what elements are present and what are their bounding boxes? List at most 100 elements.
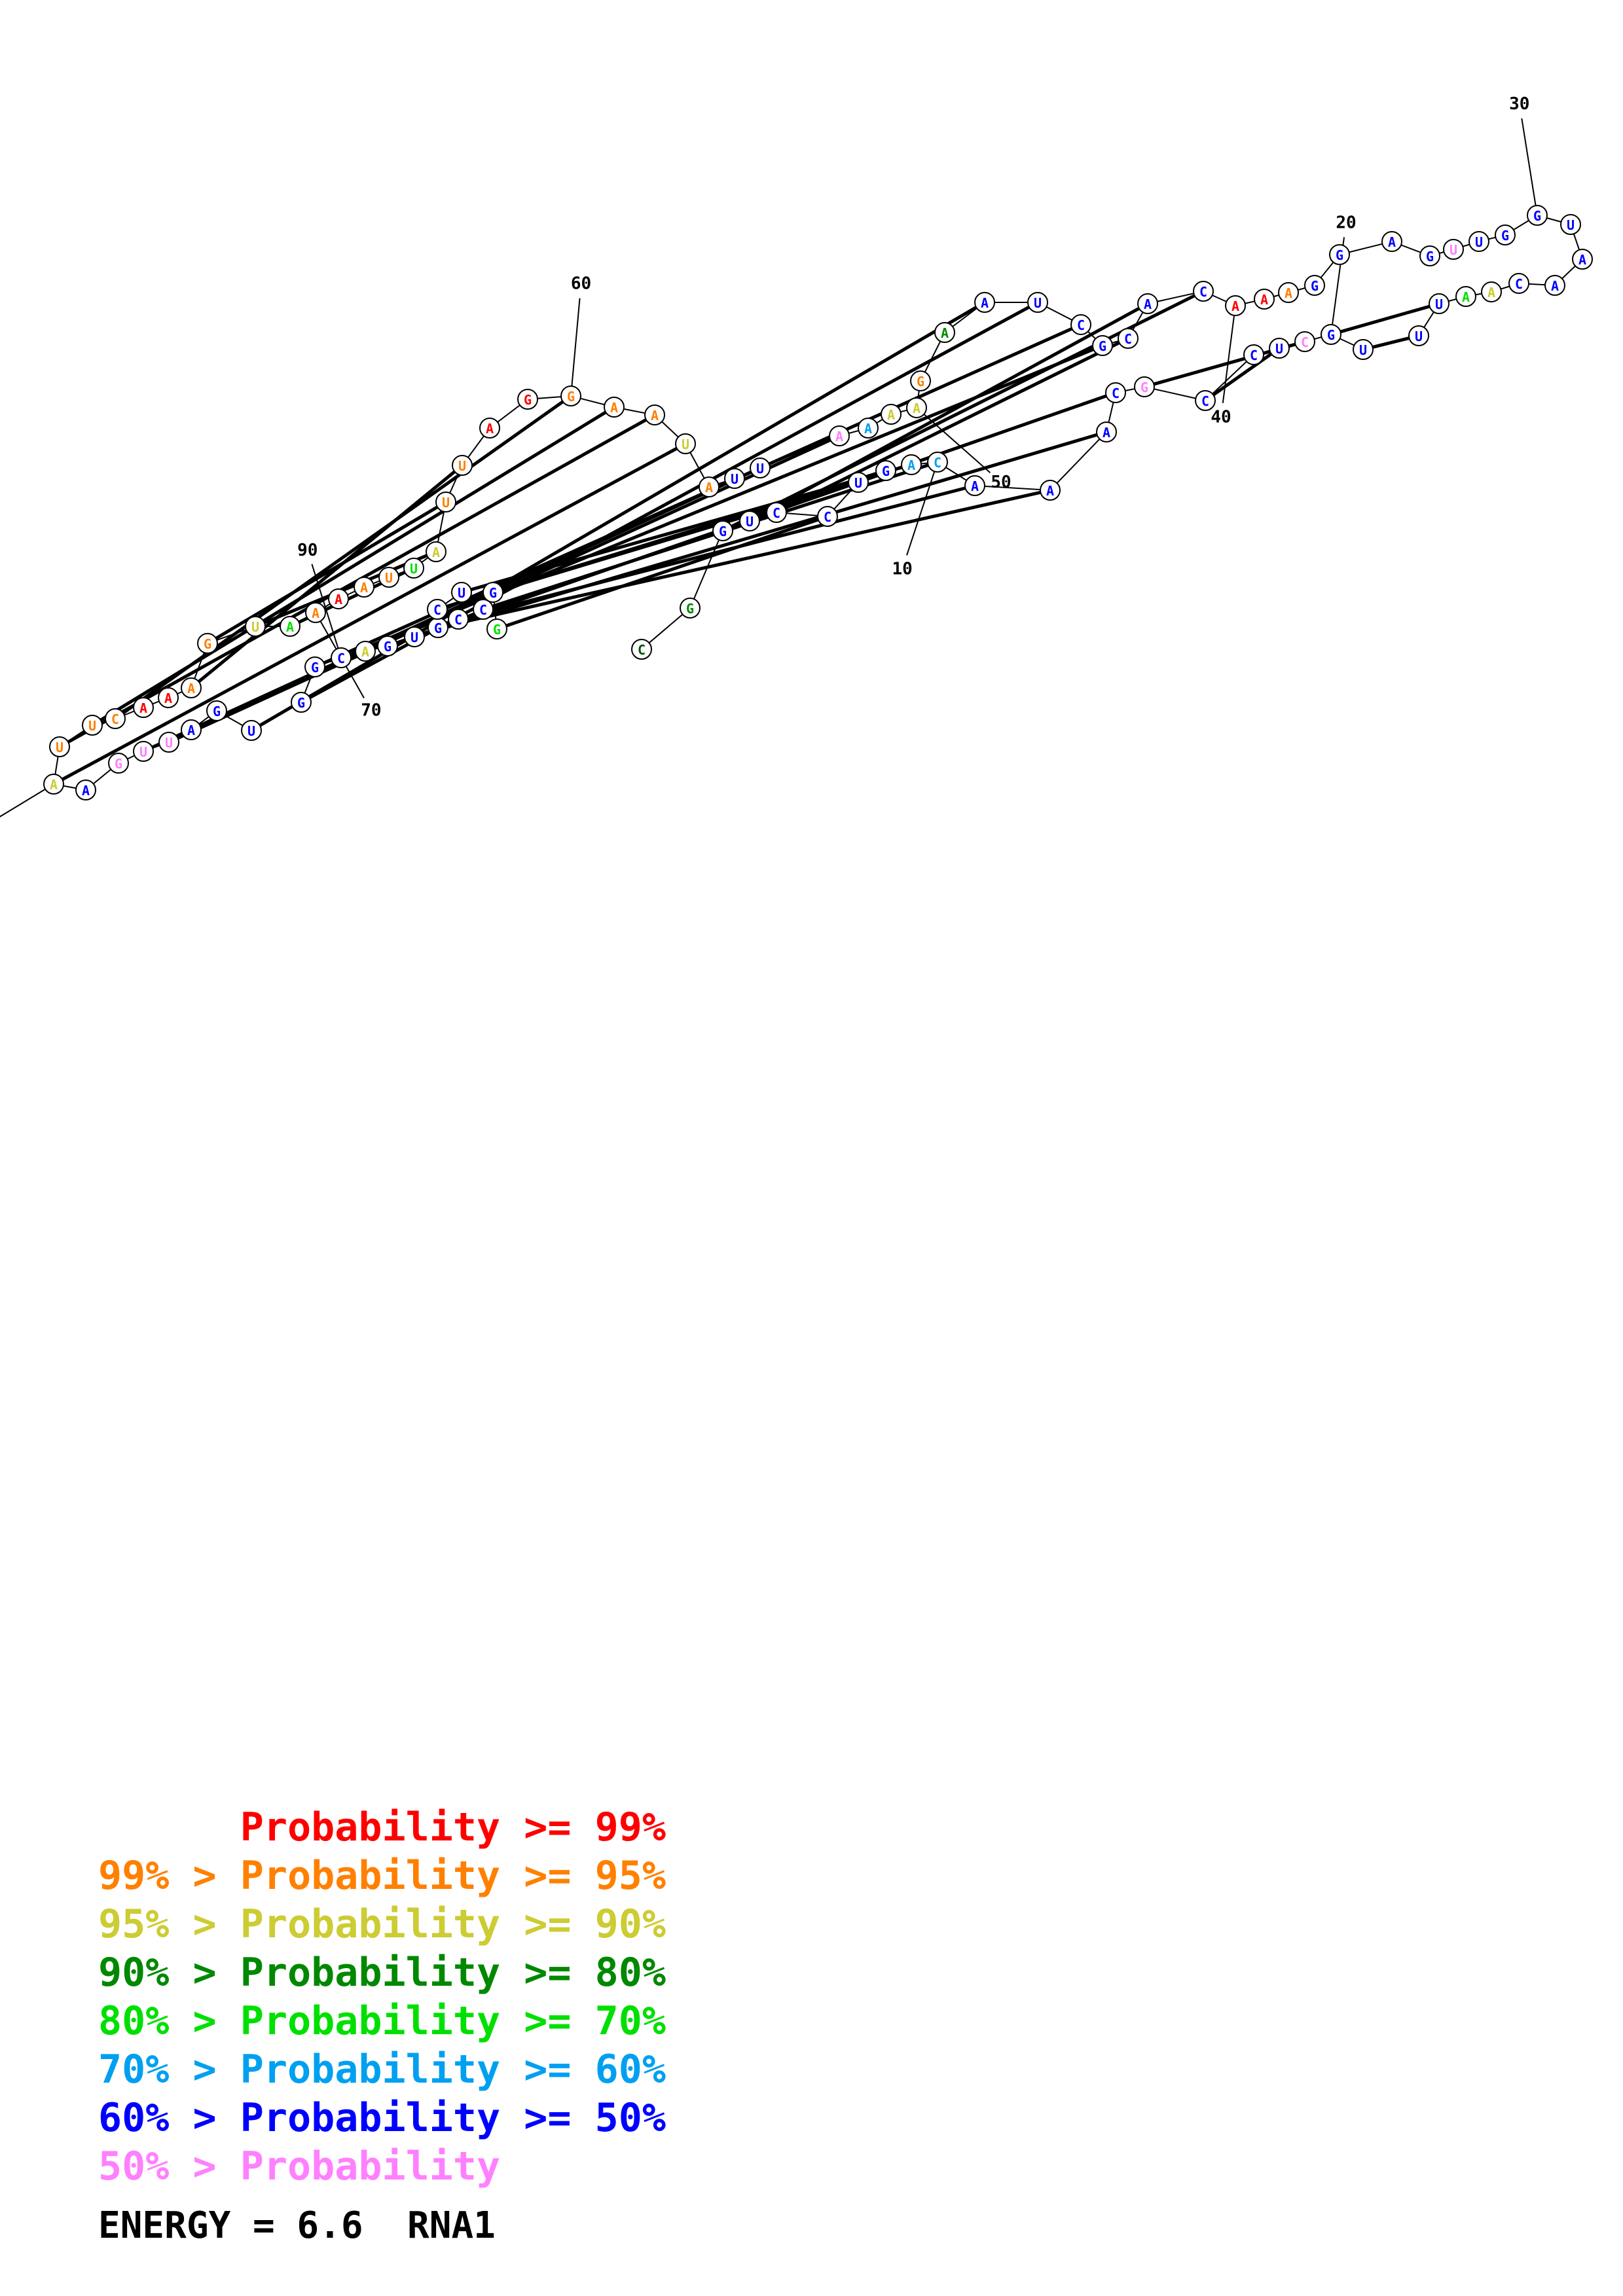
nucleotide-base: A: [1046, 483, 1054, 499]
legend-prefix: 95% >: [98, 1901, 240, 1947]
nucleotide-20: G: [1321, 324, 1341, 345]
nucleotide-69: A: [328, 588, 349, 609]
nucleotide-base: A: [1103, 425, 1110, 440]
nucleotide-25: A: [1481, 281, 1502, 302]
nucleotide-56: A: [699, 476, 720, 497]
nucleotide-50: A: [906, 397, 927, 418]
nucleotide-99: G: [483, 582, 503, 603]
nucleotide-base: A: [361, 644, 369, 660]
nucleotide-90: C: [331, 647, 352, 668]
base-pair-6-100: [504, 518, 820, 628]
nucleotide-92: G: [377, 636, 398, 656]
nucleotide-base: G: [434, 620, 442, 636]
nucleotide-base: C: [1199, 284, 1207, 300]
nucleotide-base: G: [115, 756, 122, 772]
nucleotide-44: G: [1092, 335, 1113, 356]
nucleotide-base: A: [971, 478, 979, 494]
tick-label-10: 10: [892, 559, 912, 579]
nucleotide-circle: [631, 639, 652, 660]
nucleotide-base: G: [1311, 278, 1319, 294]
nucleotide-circle: [1429, 293, 1450, 314]
nucleotide-circle: [1481, 281, 1502, 302]
nucleotide-84: U: [158, 732, 179, 753]
nucleotide-base: A: [610, 400, 618, 416]
nucleotide-base: G: [311, 660, 319, 675]
nucleotide-55: U: [724, 468, 745, 489]
base-pair-54-83: [151, 470, 753, 749]
legend-suffix: >= 70%: [500, 1998, 666, 2044]
nucleotide-base: U: [88, 718, 96, 734]
nucleotide-16: C: [1195, 390, 1216, 411]
nucleotide-30: G: [1527, 205, 1548, 226]
nucleotide-24: A: [1455, 286, 1476, 307]
legend-label: Probability: [240, 1901, 501, 1947]
nucleotide-circle: [473, 599, 494, 620]
tick-line-80: [0, 788, 46, 817]
nucleotide-38: A: [1278, 282, 1299, 303]
nucleotide-circle: [724, 468, 745, 489]
nucleotide-40: A: [1225, 295, 1246, 316]
nucleotide-base: A: [1462, 289, 1470, 305]
nucleotide-base: C: [773, 505, 780, 521]
nucleotide-circle: [910, 370, 931, 391]
nucleotide-circle: [181, 719, 202, 740]
tick-line-30: [1521, 118, 1537, 206]
nucleotide-base: A: [486, 421, 494, 437]
nucleotide-circle: [133, 741, 154, 762]
tick-line-90: [311, 564, 339, 649]
nucleotide-2: G: [680, 598, 701, 619]
nucleotide-78: U: [82, 715, 103, 736]
base-pair-60-77: [121, 400, 565, 715]
nucleotide-circle: [739, 511, 760, 531]
nucleotide-base: U: [1475, 234, 1483, 250]
nucleotide-circle: [280, 616, 301, 637]
nucleotide-circle: [1269, 338, 1290, 359]
nucleotide-circle: [974, 292, 995, 313]
nucleotide-base: A: [1144, 296, 1152, 312]
tick-line-10: [906, 471, 936, 556]
nucleotide-base: A: [164, 691, 172, 706]
nucleotide-base: G: [882, 463, 890, 479]
legend-label: Probability: [240, 2047, 501, 2092]
nucleotide-49: G: [910, 370, 931, 391]
nucleotide-base: U: [165, 735, 173, 751]
base-pair-12-94: [446, 490, 1042, 628]
nucleotide-base: U: [458, 458, 466, 474]
nucleotide-circle: [829, 425, 850, 446]
nucleotide-42: A: [1137, 293, 1158, 314]
nucleotide-base: A: [286, 619, 294, 635]
nucleotide-base: G: [719, 524, 727, 539]
nucleotide-circle: [1254, 289, 1275, 310]
nucleotide-13: A: [1096, 422, 1117, 442]
nucleotide-circle: [1105, 382, 1126, 403]
nucleotide-base: G: [1327, 327, 1335, 343]
nucleotide-76: A: [133, 697, 154, 718]
nucleotide-circle: [1040, 480, 1061, 501]
legend-prefix: 50% >: [98, 2144, 240, 2189]
nucleotide-circle: [1193, 281, 1214, 302]
nucleotide-base: G: [567, 389, 575, 404]
legend-row-1: Probability >= 99%: [98, 1803, 666, 1852]
nucleotide-base: G: [213, 704, 221, 719]
nucleotide-81: A: [75, 780, 96, 800]
nucleotide-circle: [328, 588, 349, 609]
nucleotide-base: U: [756, 461, 764, 476]
base-pair-63-74: [197, 470, 456, 683]
nucleotide-15: G: [1134, 376, 1155, 397]
nucleotide-base: U: [251, 619, 259, 635]
structure-name: RNA1: [407, 2204, 496, 2247]
tick-line-50: [923, 414, 991, 473]
nucleotide-circle: [331, 647, 352, 668]
nucleotide-4: U: [739, 511, 760, 531]
nucleotide-75: A: [158, 687, 179, 708]
nucleotide-circle: [817, 506, 838, 527]
nucleotide-46: U: [1027, 292, 1048, 313]
nucleotide-base: U: [1435, 296, 1443, 312]
legend-row-2: 99% > Probability >= 95%: [98, 1852, 666, 1900]
base-pair-65-72: [263, 554, 429, 624]
nucleotide-72: U: [245, 616, 266, 637]
nucleotide-73: G: [197, 633, 218, 654]
nucleotide-base: U: [746, 514, 754, 529]
nucleotide-54: U: [750, 457, 771, 478]
nucleotide-31: G: [1495, 224, 1516, 245]
